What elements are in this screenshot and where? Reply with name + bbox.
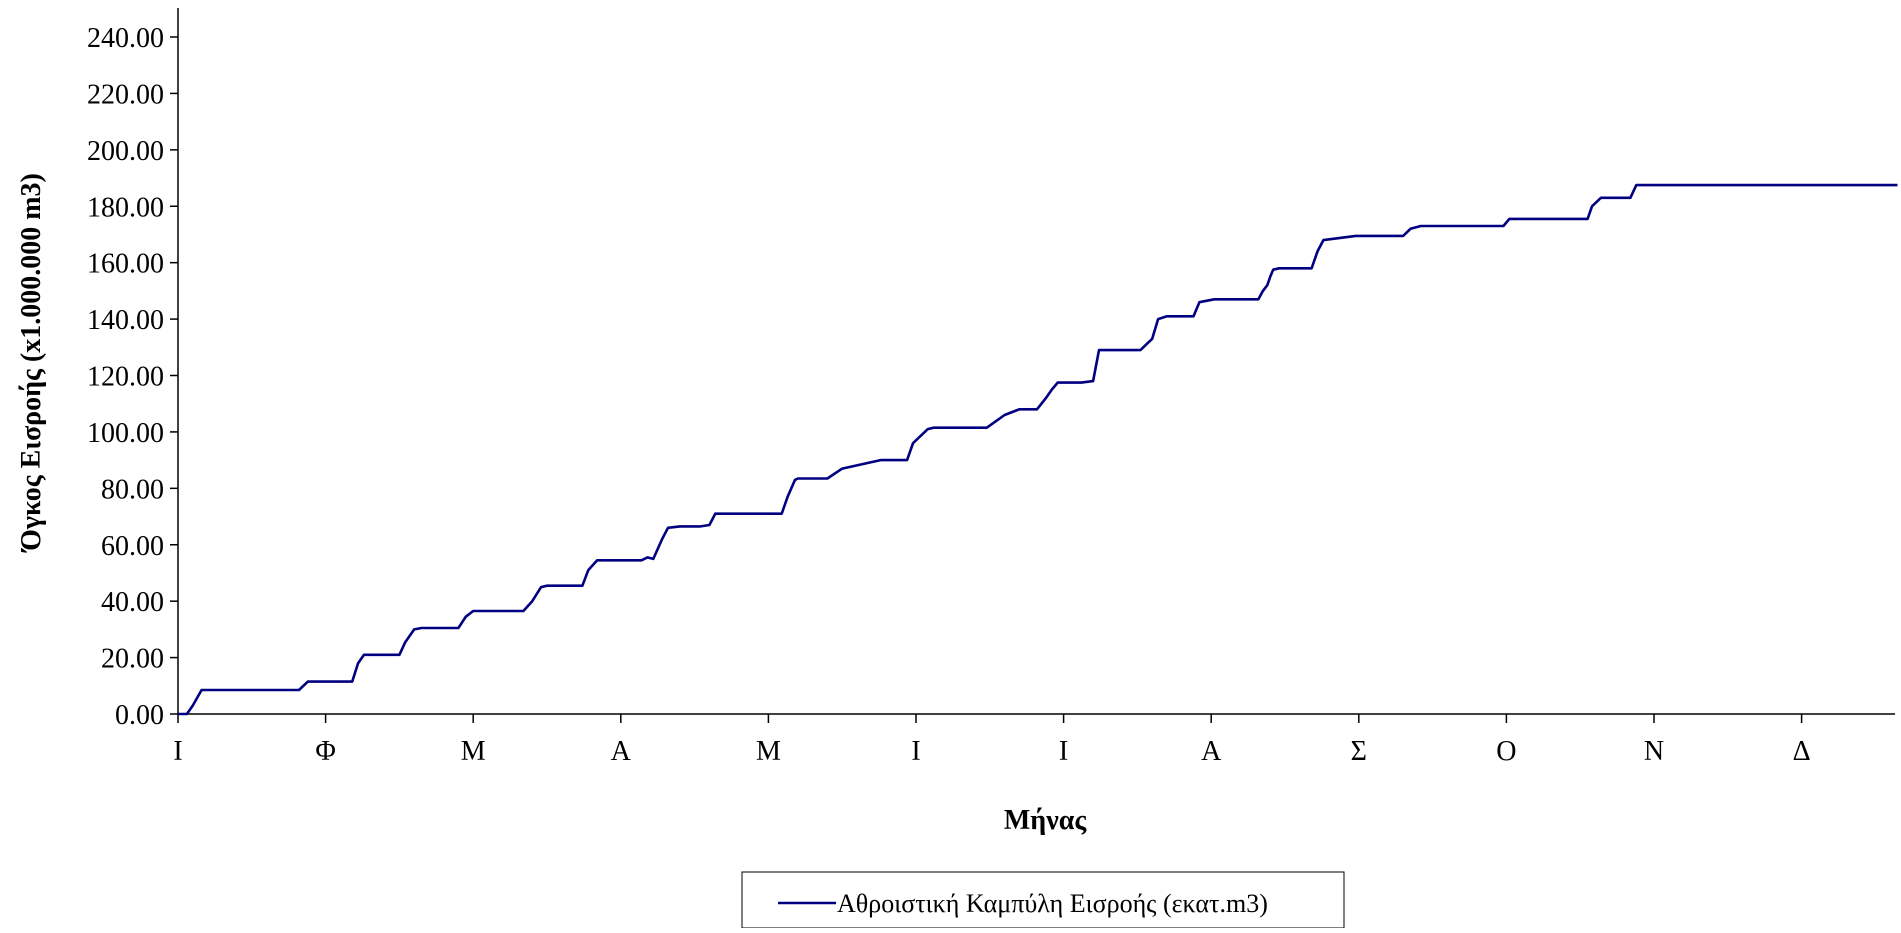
x-tick-label: Ν [1644,736,1664,767]
y-tick-label: 60.00 [101,531,164,562]
x-tick-label: Α [611,736,632,767]
legend: Αθροιστική Καμπύλη Εισροής (εκατ.m3) [741,871,1345,929]
x-tick-label: Φ [315,736,335,767]
y-tick-label: 220.00 [87,79,164,110]
x-tick-label: Δ [1793,736,1811,767]
y-tick-label: 200.00 [87,136,164,167]
y-tick-label: 180.00 [87,192,164,223]
y-tick-label: 0.00 [115,700,164,731]
y-tick-label: 140.00 [87,305,164,336]
y-tick-label: 20.00 [101,644,164,675]
y-tick-label: 240.00 [87,23,164,54]
x-tick-label: Ι [173,736,182,767]
x-tick-label: Μ [461,736,486,767]
x-axis-title: Μήνας [1004,805,1087,836]
x-tick-label: Ο [1496,736,1516,767]
y-axis-title: Όγκος Εισροής (x1.000.000 m3) [16,173,47,553]
x-tick-label: Μ [756,736,781,767]
legend-box [741,871,1345,929]
y-tick-label: 120.00 [87,362,164,393]
x-tick-label: Σ [1351,736,1367,767]
y-axis-ticks: 0.00 20.00 40.00 60.00 80.00 100.00 120.00 140.… [87,23,178,731]
y-tick-label: 80.00 [101,474,164,505]
legend-label: Αθροιστική Καμπύλη Εισροής (εκατ.m3) [837,889,1268,918]
y-tick-label: 100.00 [87,418,164,449]
series-line [178,183,1898,716]
y-tick-label: 40.00 [101,587,164,618]
x-tick-label: Ι [1059,736,1068,767]
x-tick-label: Α [1201,736,1222,767]
y-tick-label: 160.00 [87,249,164,280]
x-tick-label: Ι [911,736,920,767]
